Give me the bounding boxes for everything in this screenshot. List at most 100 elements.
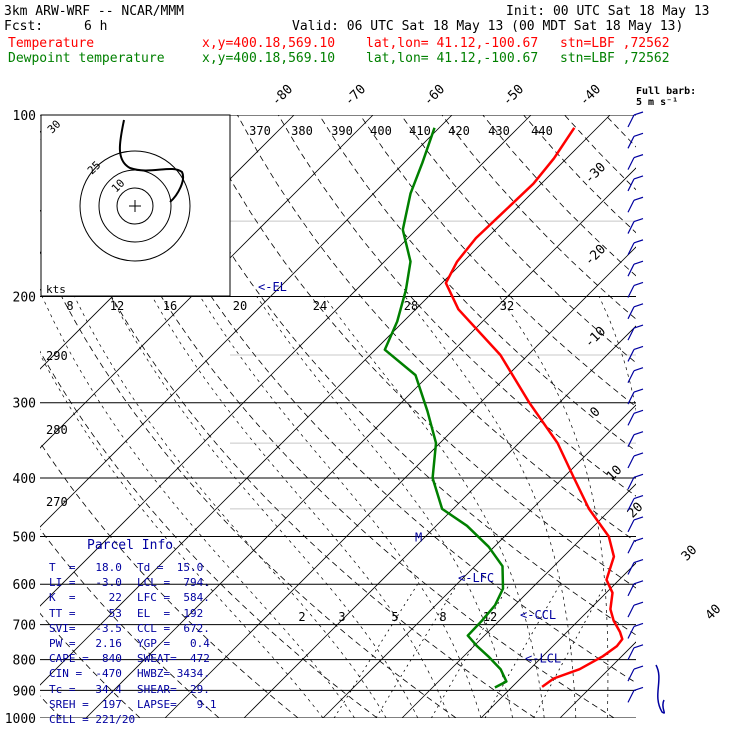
wind-barb [627,136,635,149]
parcel-row-right: HWBZ= 3434. [137,667,210,681]
hodograph-speed-label: 12 [110,299,124,313]
wind-barb [627,583,635,597]
barb-legend-line2: 5 m s⁻¹ [636,97,679,108]
pressure-tick-label: 900 [13,684,36,699]
moist-adiabat [323,296,545,718]
low-level-barbs [655,664,666,714]
wind-barb [627,178,635,192]
isotherm-label: -20 [582,242,609,269]
isotherm-label: -80 [269,82,296,109]
isotherm-label: 10 [604,463,626,485]
moist-adiabat [256,296,513,718]
hodograph-ring [116,187,154,225]
mixing-ratio-label: 3 [338,610,345,624]
wind-barb [633,580,644,585]
dry-adiabat [646,115,740,718]
dry-adiabat [318,115,636,452]
parcel-row-left: CIN = -470 [49,667,122,681]
theta-label: 420 [448,124,470,138]
theta-e-label: 270 [46,495,68,509]
moist-adiabat [499,296,609,718]
parcel-row-right: SHEAR= 29. [137,682,210,696]
hodograph-speed-label: 24 [313,299,327,313]
theta-label: 370 [249,124,271,138]
isotherm-line [40,115,532,607]
isotherm-line [40,115,611,686]
wind-barb [627,327,635,341]
parcel-row-right: LFC = 584. [137,591,210,605]
hodograph-speed-label: 20 [233,299,247,313]
wind-barb [633,111,644,116]
theta-label: 390 [331,124,353,138]
hodograph-ring [79,150,191,262]
theta-e-label: 290 [46,349,68,363]
parcel-row-left: T = 18.0 [49,561,122,574]
hodograph [40,114,231,297]
dry-adiabat [73,115,615,718]
wind-barb [627,306,635,320]
wind-barb [633,622,644,628]
level-marker: <-EL [258,280,287,294]
wind-barb [633,537,644,542]
moist-adiabat [151,296,450,718]
wind-barb [627,498,635,511]
dry-adiabat [359,115,636,408]
wind-barb [627,199,635,213]
dry-adiabat [277,115,636,497]
parcel-row-right: LAPSE= 9.1 [137,697,217,711]
temperature-station: stn=LBF ,72562 [560,36,670,51]
parcel-info-panel: Parcel Info T = 18.0 Td = 15.0 LI = -3.0 LC… [45,538,230,731]
isotherm-line [164,246,636,718]
wind-barb [633,686,644,691]
pressure-tick-label: 400 [13,472,36,487]
parcel-row-left: PW = 2.16 [49,637,122,650]
isotherm-line [718,115,740,718]
isotherm-label: -60 [421,82,448,109]
wind-barb [633,601,644,606]
isotherm-line [639,115,740,718]
dry-adiabat [155,115,636,636]
dewpoint-line [383,127,508,689]
wind-barb [627,647,635,661]
wind-barb [627,242,635,256]
wind-barb [627,455,635,469]
dry-adiabat [605,115,636,148]
moist-adiabat [41,296,355,718]
moist-adiabat [40,353,324,718]
isotherm-line [559,641,636,718]
isotherm-label: 0 [587,404,603,420]
moist-adiabat [199,296,482,718]
dry-adiabat [40,135,536,718]
dry-adiabat [114,115,636,684]
parcel-row-right: Td = 15.0 [137,561,204,574]
wind-barb [627,540,635,554]
theta-label: 400 [370,124,392,138]
dry-adiabat [237,115,636,543]
pressure-tick-label: 600 [13,578,36,593]
isotherm-line [322,404,636,718]
wind-barb [633,175,644,180]
wind-barb [627,668,635,682]
wind-barb [627,370,635,384]
temperature-line [444,127,624,688]
pressure-tick-label: 300 [13,397,36,412]
wind-barb [627,391,635,405]
wind-barb [633,452,644,457]
dry-adiabat [564,115,636,191]
dewpoint-station: stn=LBF ,72562 [560,51,670,66]
wind-barb [627,519,635,533]
isotherm-label: -30 [582,160,609,187]
level-marker: <-LCL [525,652,561,666]
level-marker: <-LFC [458,571,494,585]
wind-barb [627,285,635,298]
isotherm-line [480,562,636,718]
dry-adiabat [40,612,141,718]
parcel-row-left: SVI= -3.5 [49,621,122,635]
parcel-row-right: EL = 192 [137,606,204,620]
init-time: Init: 00 UTC Sat 18 May 13 [506,4,710,19]
level-marker: <-CCL [520,608,556,622]
hodograph-speed-label: 8 [66,299,73,313]
hodograph-speed-label: 16 [163,299,177,313]
isotherm-label: 30 [679,543,701,565]
